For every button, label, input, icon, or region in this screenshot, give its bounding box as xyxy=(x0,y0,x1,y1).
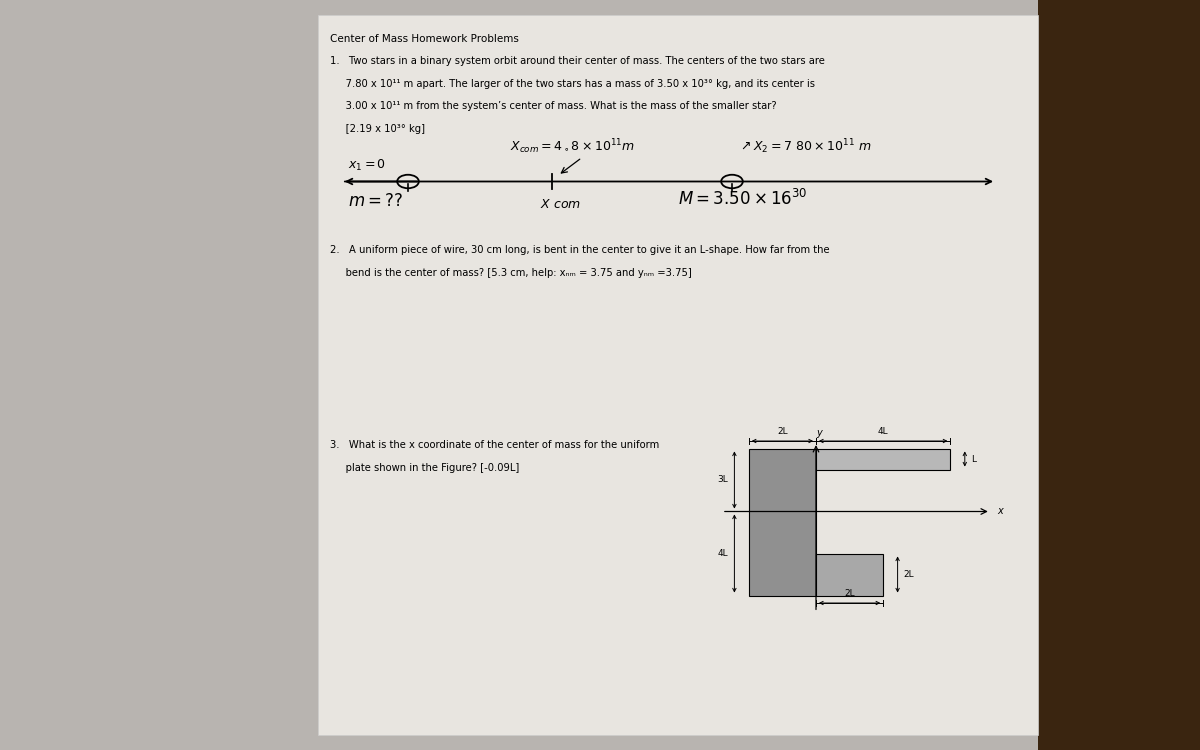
Text: 4L: 4L xyxy=(718,549,728,558)
Bar xyxy=(816,554,883,596)
Bar xyxy=(749,448,816,596)
Text: 4L: 4L xyxy=(878,427,888,436)
Text: [2.19 x 10³° kg]: [2.19 x 10³° kg] xyxy=(330,124,425,134)
Text: $x_1 = 0$: $x_1 = 0$ xyxy=(348,158,386,172)
Text: L: L xyxy=(971,454,976,464)
Text: $X_{com}=4_\circ8\times10^{11}m$: $X_{com}=4_\circ8\times10^{11}m$ xyxy=(510,137,635,155)
Bar xyxy=(1038,0,1200,750)
Text: 2.   A uniform piece of wire, 30 cm long, is bent in the center to give it an L-: 2. A uniform piece of wire, 30 cm long, … xyxy=(330,245,829,255)
Bar xyxy=(318,15,1038,735)
Text: bend is the center of mass? [5.3 cm, help: xₙₘ = 3.75 and yₙₘ =3.75]: bend is the center of mass? [5.3 cm, hel… xyxy=(330,268,691,278)
Text: 1.   Two stars in a binary system orbit around their center of mass. The centers: 1. Two stars in a binary system orbit ar… xyxy=(330,56,824,66)
Text: plate shown in the Figure? [-0.09L]: plate shown in the Figure? [-0.09L] xyxy=(330,463,520,472)
Text: 2L: 2L xyxy=(778,427,787,436)
Text: x: x xyxy=(997,506,1003,517)
Text: $\nearrow X_2=7\ 80\times10^{11}\ m$: $\nearrow X_2=7\ 80\times10^{11}\ m$ xyxy=(738,137,871,155)
Text: 2L: 2L xyxy=(904,570,914,579)
Text: 3L: 3L xyxy=(718,476,728,484)
Text: $X\ com$: $X\ com$ xyxy=(540,198,581,211)
Text: 7.80 x 10¹¹ m apart. The larger of the two stars has a mass of 3.50 x 10³° kg, a: 7.80 x 10¹¹ m apart. The larger of the t… xyxy=(330,79,815,88)
Text: 3.   What is the x coordinate of the center of mass for the uniform: 3. What is the x coordinate of the cente… xyxy=(330,440,659,450)
Text: Center of Mass Homework Problems: Center of Mass Homework Problems xyxy=(330,34,518,44)
Text: 3.00 x 10¹¹ m from the system’s center of mass. What is the mass of the smaller : 3.00 x 10¹¹ m from the system’s center o… xyxy=(330,101,776,111)
Text: y: y xyxy=(817,428,822,438)
Text: 2L: 2L xyxy=(845,589,854,598)
Bar xyxy=(816,448,950,470)
Text: $m=??$: $m=??$ xyxy=(348,193,403,210)
Text: $M=3.50\times16^{30}$: $M=3.50\times16^{30}$ xyxy=(678,189,808,209)
